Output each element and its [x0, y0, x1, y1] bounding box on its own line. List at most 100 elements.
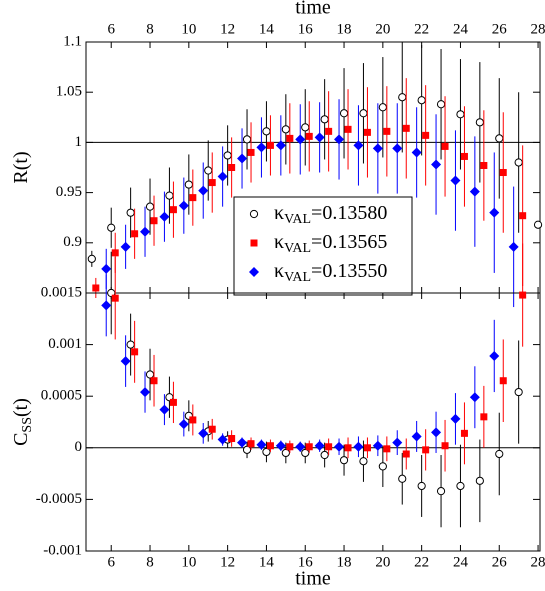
- x-tick-label: 26: [492, 21, 508, 37]
- marker: [353, 441, 364, 452]
- marker: [495, 134, 504, 143]
- marker: [131, 348, 139, 356]
- marker: [456, 110, 465, 119]
- marker: [256, 142, 267, 153]
- marker: [92, 284, 100, 292]
- marker: [436, 487, 446, 496]
- x-tick-label: 24: [453, 21, 469, 37]
- x-tick-label: 6: [107, 21, 115, 37]
- marker: [411, 431, 422, 442]
- marker: [344, 444, 352, 452]
- marker: [422, 131, 430, 139]
- label-part: κ: [274, 260, 284, 282]
- marker: [325, 127, 333, 135]
- marker: [398, 93, 407, 102]
- marker: [275, 440, 286, 451]
- marker: [228, 435, 236, 443]
- x-tick-label: 28: [531, 21, 545, 37]
- x-tick-label: 10: [181, 554, 196, 570]
- x-tick-label: 14: [259, 554, 275, 570]
- x-axis-title: time: [295, 568, 331, 590]
- marker: [165, 191, 174, 200]
- marker: [411, 147, 422, 158]
- marker: [450, 413, 461, 424]
- y-tick-label: 0.9: [63, 234, 82, 250]
- marker: [489, 350, 500, 361]
- marker: [169, 206, 177, 214]
- marker: [417, 96, 426, 105]
- marker: [305, 132, 313, 140]
- marker: [339, 109, 349, 118]
- marker: [120, 356, 131, 367]
- x-tick-label: 22: [414, 21, 429, 37]
- marker: [441, 442, 449, 450]
- marker: [101, 300, 112, 311]
- marker: [436, 100, 446, 109]
- x-tick-label: 12: [220, 554, 235, 570]
- label: CSS(t): [10, 398, 36, 446]
- marker: [499, 169, 507, 177]
- x-tick-label: 8: [146, 554, 154, 570]
- marker: [325, 443, 333, 451]
- marker: [266, 442, 274, 450]
- marker: [237, 437, 248, 448]
- marker: [417, 481, 426, 491]
- marker: [392, 143, 403, 154]
- label-part: C: [10, 433, 32, 446]
- marker: [250, 239, 258, 247]
- marker: [101, 263, 112, 274]
- marker: [208, 425, 216, 433]
- y-tick-label: 0.001: [48, 336, 82, 352]
- marker: [178, 419, 189, 430]
- marker: [281, 125, 290, 134]
- marker: [120, 241, 131, 252]
- marker: [469, 186, 480, 197]
- marker: [126, 208, 135, 217]
- marker: [353, 140, 364, 151]
- marker: [266, 141, 274, 149]
- marker: [514, 158, 523, 167]
- marker: [301, 123, 310, 132]
- marker: [339, 456, 349, 465]
- label-part: =0.13565: [311, 231, 387, 253]
- marker: [334, 134, 345, 145]
- y-tick-label: 0.0015: [41, 284, 82, 300]
- marker: [159, 211, 170, 222]
- marker: [533, 220, 543, 229]
- marker: [508, 241, 519, 252]
- marker: [519, 291, 527, 299]
- marker: [286, 134, 294, 142]
- marker: [159, 404, 170, 415]
- marker: [301, 448, 310, 458]
- x-tick-label: 18: [337, 554, 352, 570]
- marker: [431, 159, 442, 170]
- marker: [242, 135, 252, 144]
- marker: [363, 444, 371, 452]
- marker: [363, 128, 371, 136]
- marker: [460, 152, 468, 160]
- y-tick-label: 1: [75, 134, 83, 150]
- x-tick-label: 10: [181, 21, 196, 37]
- y-tick-label: 1.1: [63, 33, 82, 49]
- label: κVAL=0.13550: [274, 260, 387, 286]
- marker: [286, 443, 294, 451]
- marker: [204, 166, 213, 175]
- marker: [320, 450, 329, 460]
- marker: [217, 171, 228, 182]
- label-part: κ: [274, 202, 284, 224]
- marker: [402, 450, 410, 458]
- marker: [475, 118, 484, 127]
- marker: [344, 125, 352, 133]
- y-tick-label: 0: [75, 439, 83, 455]
- marker: [480, 161, 488, 169]
- x-tick-label: 8: [146, 21, 154, 37]
- x-tick-label: 18: [337, 21, 352, 37]
- marker: [87, 254, 96, 263]
- marker: [247, 148, 255, 156]
- marker: [111, 249, 119, 257]
- marker: [475, 476, 484, 485]
- marker: [402, 124, 410, 132]
- marker: [107, 223, 116, 232]
- marker: [320, 115, 329, 124]
